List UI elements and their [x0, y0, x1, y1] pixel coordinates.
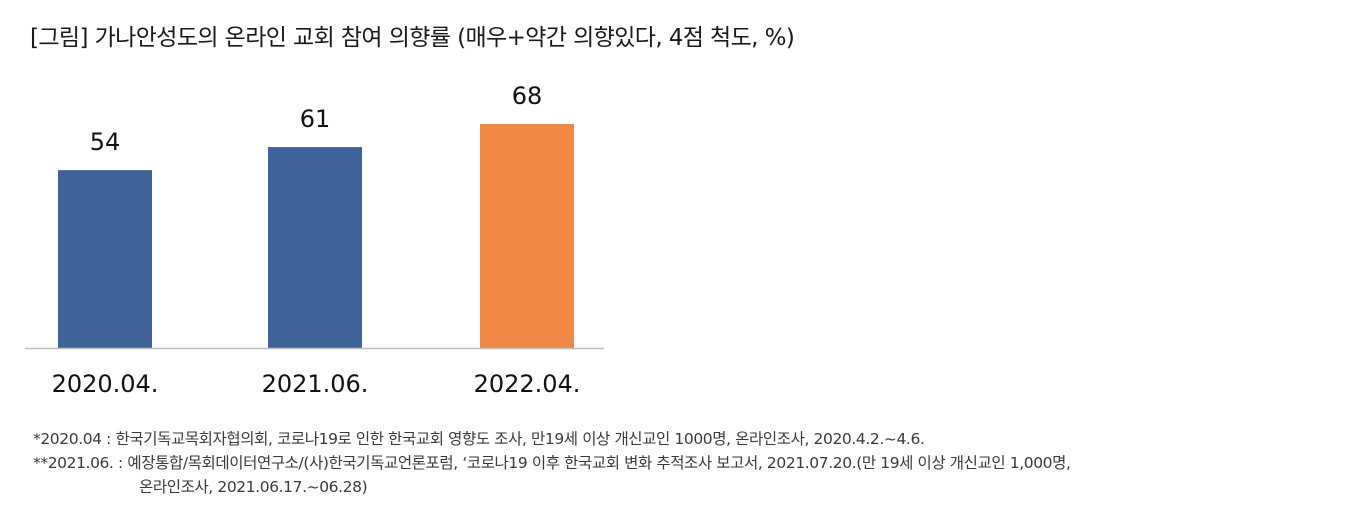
x-tick-label: 2020.04.: [52, 370, 159, 398]
x-tick-label: 2021.06.: [262, 370, 369, 398]
data-label: 68: [512, 82, 543, 110]
data-label: 54: [90, 128, 121, 156]
data-label: 61: [300, 105, 331, 133]
bar-2021-06: [268, 147, 362, 348]
bar-2022-04: [480, 124, 574, 348]
x-tick-label: 2022.04.: [474, 370, 581, 398]
source-notes: *2020.04 : 한국기독교목회자협의회, 코로나19로 인한 한국교회 영…: [33, 427, 1071, 499]
source-note-1: *2020.04 : 한국기독교목회자협의회, 코로나19로 인한 한국교회 영…: [33, 430, 925, 448]
bar-2020-04: [58, 170, 152, 348]
source-note-2-continued: 온라인조사, 2021.06.17.~06.28): [139, 478, 368, 496]
chart-title: [그림] 가나안성도의 온라인 교회 참여 의향률 (매우+약간 의향있다, 4…: [30, 25, 795, 51]
source-note-2: **2021.06. : 예장통합/목회데이터연구소/(사)한국기독교언론포럼,…: [33, 454, 1071, 472]
